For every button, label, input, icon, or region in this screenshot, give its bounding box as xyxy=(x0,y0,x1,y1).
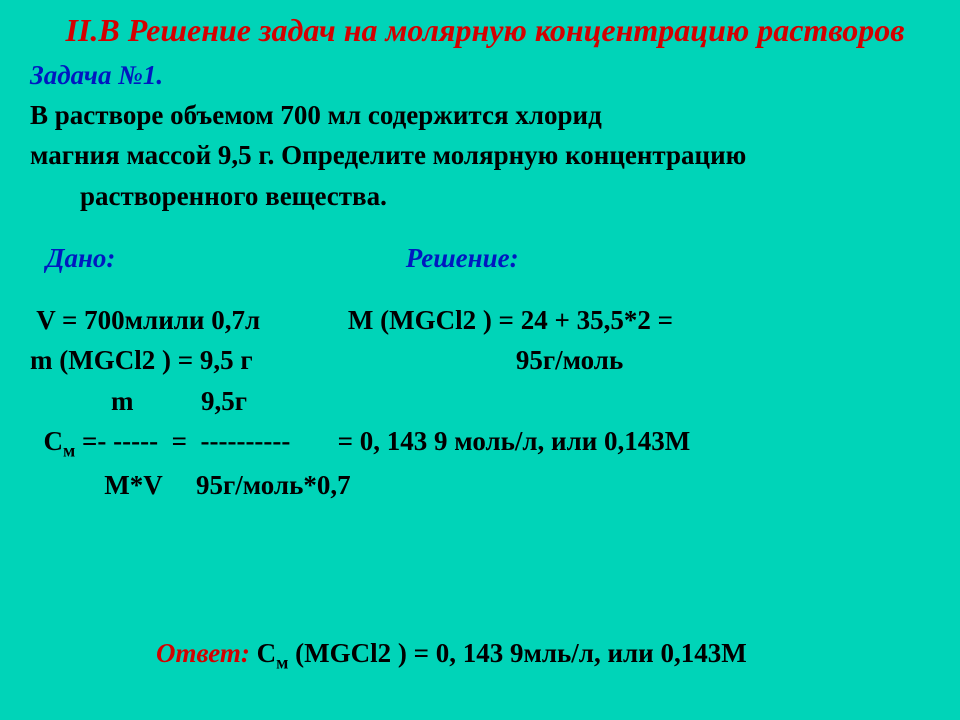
calc-denominator: M*V 95г/моль*0,7 xyxy=(30,467,940,503)
solution-label: Решение: xyxy=(406,243,519,273)
calc-line: См =- ----- = ---------- = 0, 143 9 моль… xyxy=(30,423,940,463)
given-solution-labels: Дано: Решение: xyxy=(30,218,940,298)
statement-line-3: растворенного вещества. xyxy=(30,178,940,214)
given-line-1: V = 700млили 0,7л M (MGCl2 ) = 24 + 35,5… xyxy=(30,302,940,338)
slide: II.B Решение задач на молярную концентра… xyxy=(0,0,960,720)
answer-label: Ответ: xyxy=(156,638,257,668)
given-label: Дано: xyxy=(46,243,115,273)
slide-title: II.B Решение задач на молярную концентра… xyxy=(30,10,940,50)
problem-number: Задача №1. xyxy=(30,60,940,91)
given-line-2: m (MGCl2 ) = 9,5 г 95г/моль xyxy=(30,342,940,378)
answer-line: Ответ: См (MGCl2 ) = 0, 143 9мль/л, или … xyxy=(30,613,940,696)
calc-numerator: m 9,5г xyxy=(30,383,940,419)
statement-line-1: В растворе объемом 700 мл содержится хло… xyxy=(30,97,940,133)
statement-line-2: магния массой 9,5 г. Определите молярную… xyxy=(30,137,940,173)
